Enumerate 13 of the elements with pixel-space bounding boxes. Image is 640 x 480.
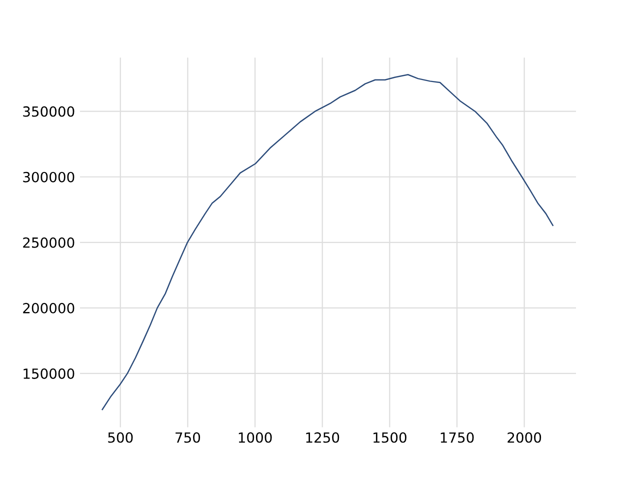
x-tick-label: 1000 xyxy=(238,432,272,443)
y-tick-label: 300000 xyxy=(23,172,74,182)
x-tick-label: 750 xyxy=(176,432,200,443)
y-tick-label: 250000 xyxy=(23,237,74,248)
x-tick-label: 1500 xyxy=(374,432,406,443)
x-tick-label: 500 xyxy=(108,432,133,443)
y-tick-label: 200000 xyxy=(23,302,74,314)
x-tick-label: 2000 xyxy=(508,432,542,443)
x-tick-label: 1750 xyxy=(440,432,474,443)
y-tick-label: 150000 xyxy=(24,368,74,379)
y-tick-label: 350000 xyxy=(23,106,74,117)
line-series xyxy=(102,74,554,410)
x-tick-label: 1250 xyxy=(306,432,340,443)
